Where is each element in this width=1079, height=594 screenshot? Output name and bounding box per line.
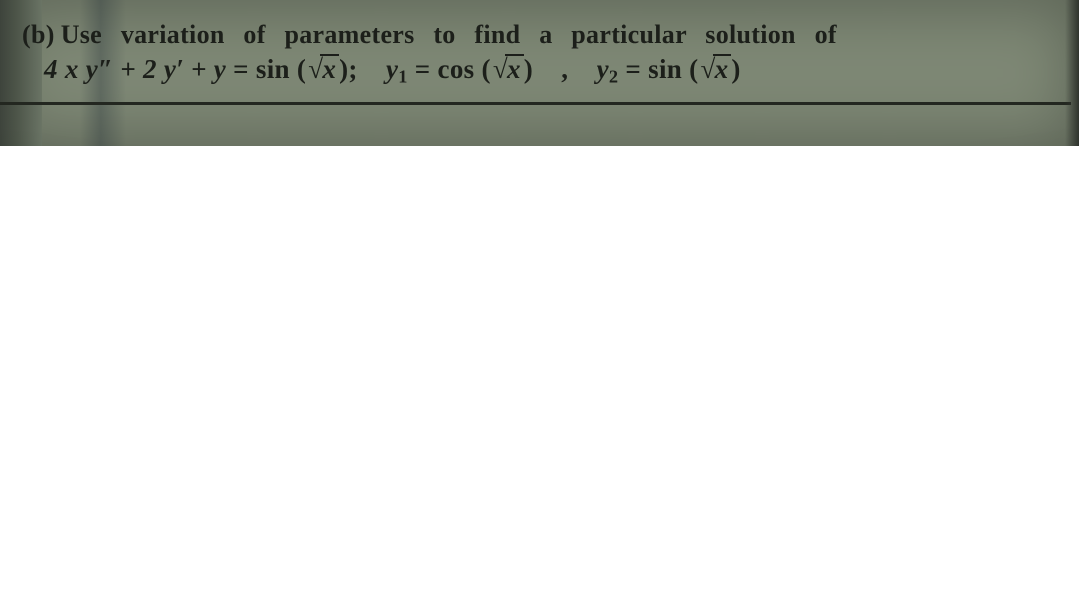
- y1-close-paren: ): [524, 54, 533, 84]
- y2-symbol: y: [597, 54, 609, 84]
- horizontal-rule: [0, 102, 1071, 105]
- equals-sign: =: [233, 54, 256, 84]
- y2-function: sin: [648, 54, 682, 84]
- list-comma: ,: [561, 54, 568, 84]
- problem-prompt-line: (b)Use variation of parameters to find a…: [22, 20, 1051, 50]
- scanned-page-strip: (b)Use variation of parameters to find a…: [0, 0, 1079, 146]
- rhs-radicand: x: [320, 54, 339, 83]
- blank-area: [0, 146, 1079, 594]
- y1-radicand: x: [505, 54, 524, 83]
- problem-equation-line: 4 x y″ + 2 y′ + y = sin (√x); y1 = cos (…: [22, 54, 1051, 88]
- part-label: (b): [22, 20, 55, 50]
- page-right-shadow: [1065, 0, 1079, 146]
- sqrt-rhs: √x: [306, 54, 339, 85]
- y1-equals: =: [415, 54, 438, 84]
- y1-subscript: 1: [398, 67, 407, 87]
- rhs-open-paren: (: [297, 54, 306, 84]
- spacer-3: [575, 54, 589, 84]
- y2-open-paren: (: [689, 54, 698, 84]
- y2-equals: =: [625, 54, 648, 84]
- y2-subscript: 2: [609, 67, 618, 87]
- spacer-1: [365, 54, 379, 84]
- rhs-function: sin: [256, 54, 290, 84]
- ode-lhs: 4 x y″ + 2 y′ + y: [44, 54, 226, 84]
- y1-open-paren: (: [482, 54, 491, 84]
- sqrt-y2: √x: [698, 54, 731, 85]
- y2-radicand: x: [713, 54, 732, 83]
- y2-close-paren: ): [731, 54, 740, 84]
- prompt-text: Use variation of parameters to find a pa…: [61, 20, 837, 49]
- y1-function: cos: [438, 54, 475, 84]
- spacer-2: [540, 54, 554, 84]
- sqrt-y1: √x: [491, 54, 524, 85]
- semicolon: ;: [348, 54, 357, 84]
- y1-symbol: y: [386, 54, 398, 84]
- problem-block: (b)Use variation of parameters to find a…: [22, 20, 1051, 88]
